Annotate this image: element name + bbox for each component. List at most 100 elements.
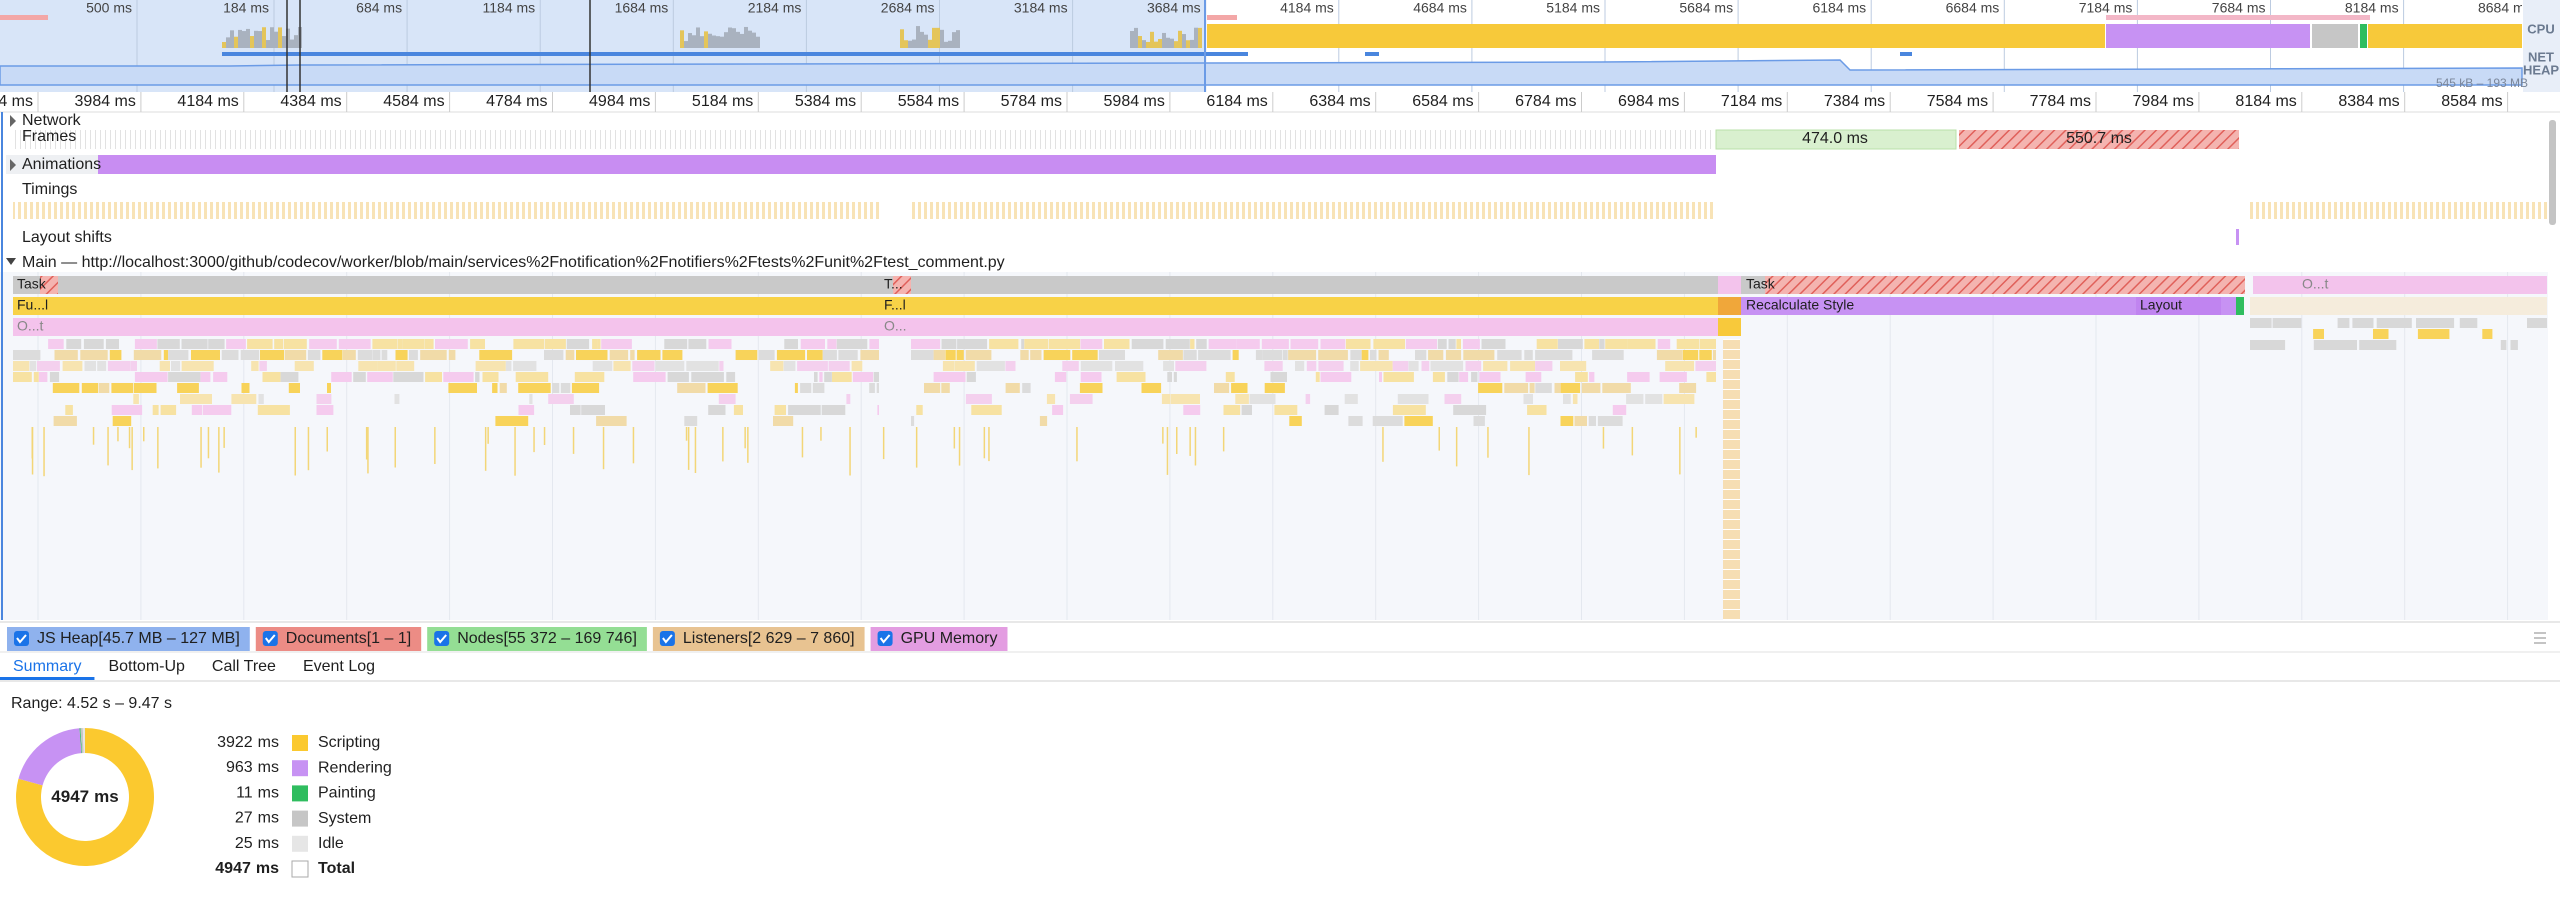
- track-label[interactable]: Network: [22, 112, 82, 129]
- flame-event: [1069, 394, 1093, 404]
- tab[interactable]: Summary: [13, 658, 81, 675]
- event[interactable]: [1718, 276, 1741, 294]
- flame-event: [1183, 405, 1201, 415]
- flame-event: [667, 372, 689, 382]
- flame-event: [1487, 427, 1489, 458]
- flame-event: [1022, 383, 1031, 393]
- cpu-activity: [948, 40, 952, 48]
- checkbox[interactable]: [262, 631, 278, 646]
- flame-event: [395, 350, 408, 360]
- cpu-activity: [1186, 40, 1190, 48]
- flame-event: [117, 427, 119, 442]
- counter-toggle[interactable]: GPU Memory: [870, 627, 1008, 651]
- event[interactable]: [2253, 276, 2547, 294]
- flame-event: [1176, 427, 1178, 454]
- recalculate-style[interactable]: [1741, 297, 2236, 315]
- flame-event: [933, 350, 946, 360]
- checkbox[interactable]: [434, 631, 450, 646]
- flame-event: [1626, 394, 1644, 404]
- value: 4947: [215, 860, 251, 877]
- flame-event: [2272, 318, 2302, 328]
- flame-event: [747, 427, 749, 463]
- flame-event: [309, 339, 337, 349]
- flame-event: [1198, 350, 1231, 360]
- event[interactable]: [2250, 297, 2547, 315]
- frame-dropped[interactable]: [1959, 130, 2239, 149]
- flame-event: [1163, 361, 1174, 371]
- other[interactable]: [13, 318, 1718, 336]
- scrollbar[interactable]: [2549, 120, 2556, 225]
- flame-event: [1510, 361, 1535, 371]
- tick-label: 7684 ms: [2212, 0, 2266, 16]
- layout-shift[interactable]: [2236, 229, 2239, 245]
- task[interactable]: [13, 276, 1718, 294]
- flame-event: [1324, 405, 1339, 415]
- tab[interactable]: Bottom-Up: [108, 658, 185, 675]
- flame-event: [515, 372, 549, 382]
- flame-event: [916, 405, 923, 415]
- flame-event: [1523, 394, 1533, 404]
- flame-event: [1535, 383, 1552, 393]
- cpu-activity: [932, 27, 936, 48]
- function-call[interactable]: [1718, 318, 1741, 336]
- checkbox[interactable]: [877, 631, 893, 646]
- tick-label: 2684 ms: [881, 0, 935, 16]
- paint[interactable]: [2236, 297, 2244, 315]
- flame-event: [1379, 372, 1382, 382]
- animation-bar[interactable]: [98, 155, 1716, 174]
- flame-event: [280, 372, 299, 382]
- cpu-activity: [262, 27, 266, 48]
- flame-event: [933, 372, 966, 382]
- tab[interactable]: Event Log: [303, 658, 375, 675]
- flame-event: [420, 350, 447, 360]
- track-label: Timings: [22, 181, 77, 198]
- flame-event: [1483, 361, 1508, 371]
- flame-event: [13, 361, 30, 371]
- collapse-arrow[interactable]: [6, 258, 16, 265]
- flame-event: [1052, 405, 1064, 415]
- counter-toggle[interactable]: JS Heap[45.7 MB – 127 MB]: [7, 627, 250, 651]
- flame-event: [1115, 361, 1144, 371]
- function-call[interactable]: [1718, 297, 1741, 315]
- flame-event: [1528, 427, 1530, 476]
- flame-event: [633, 372, 666, 382]
- ruler-bg: [0, 92, 2560, 112]
- flame-event: [1024, 339, 1049, 349]
- track-label[interactable]: Animations: [22, 156, 101, 173]
- flame-event: [1350, 361, 1359, 371]
- cpu-activity: [720, 36, 724, 48]
- flame-event: [247, 339, 273, 349]
- tab[interactable]: Call Tree: [212, 658, 276, 675]
- menu-icon[interactable]: [2534, 632, 2546, 644]
- checkbox[interactable]: [659, 631, 675, 646]
- tick-label: 7384 ms: [1824, 93, 1885, 110]
- cpu-activity: [282, 36, 286, 48]
- flame-event: [1274, 405, 1298, 415]
- counter-toggle[interactable]: Documents[1 – 1]: [255, 627, 422, 651]
- counter-toggle[interactable]: Listeners[2 629 – 7 860]: [652, 627, 865, 651]
- flame-event: [107, 361, 131, 371]
- track-label: Frames: [22, 128, 76, 145]
- unit: ms: [258, 734, 279, 751]
- expand-arrow[interactable]: [10, 159, 16, 171]
- cpu-activity: [1150, 31, 1154, 48]
- flame-event: [133, 350, 162, 360]
- flame-event: [1262, 350, 1283, 360]
- flame-event: [1397, 394, 1429, 404]
- counter-label: GPU Memory: [901, 630, 998, 647]
- call-stack[interactable]: [1723, 339, 1740, 620]
- cpu-activity: [920, 31, 924, 48]
- expand-arrow[interactable]: [10, 115, 16, 127]
- frame[interactable]: [1715, 129, 1957, 150]
- tick-label: 6984 ms: [1618, 93, 1679, 110]
- layout[interactable]: [2136, 297, 2221, 315]
- counter-toggle[interactable]: Nodes[55 372 – 169 746]: [427, 627, 647, 651]
- flame-event: [1404, 416, 1433, 426]
- flame-event: [134, 339, 157, 349]
- flame-event: [1161, 394, 1171, 404]
- function-call[interactable]: [13, 297, 1718, 315]
- flame-event: [1183, 350, 1197, 360]
- flame-event: [911, 416, 915, 426]
- flame-event: [882, 427, 885, 460]
- checkbox[interactable]: [14, 631, 29, 646]
